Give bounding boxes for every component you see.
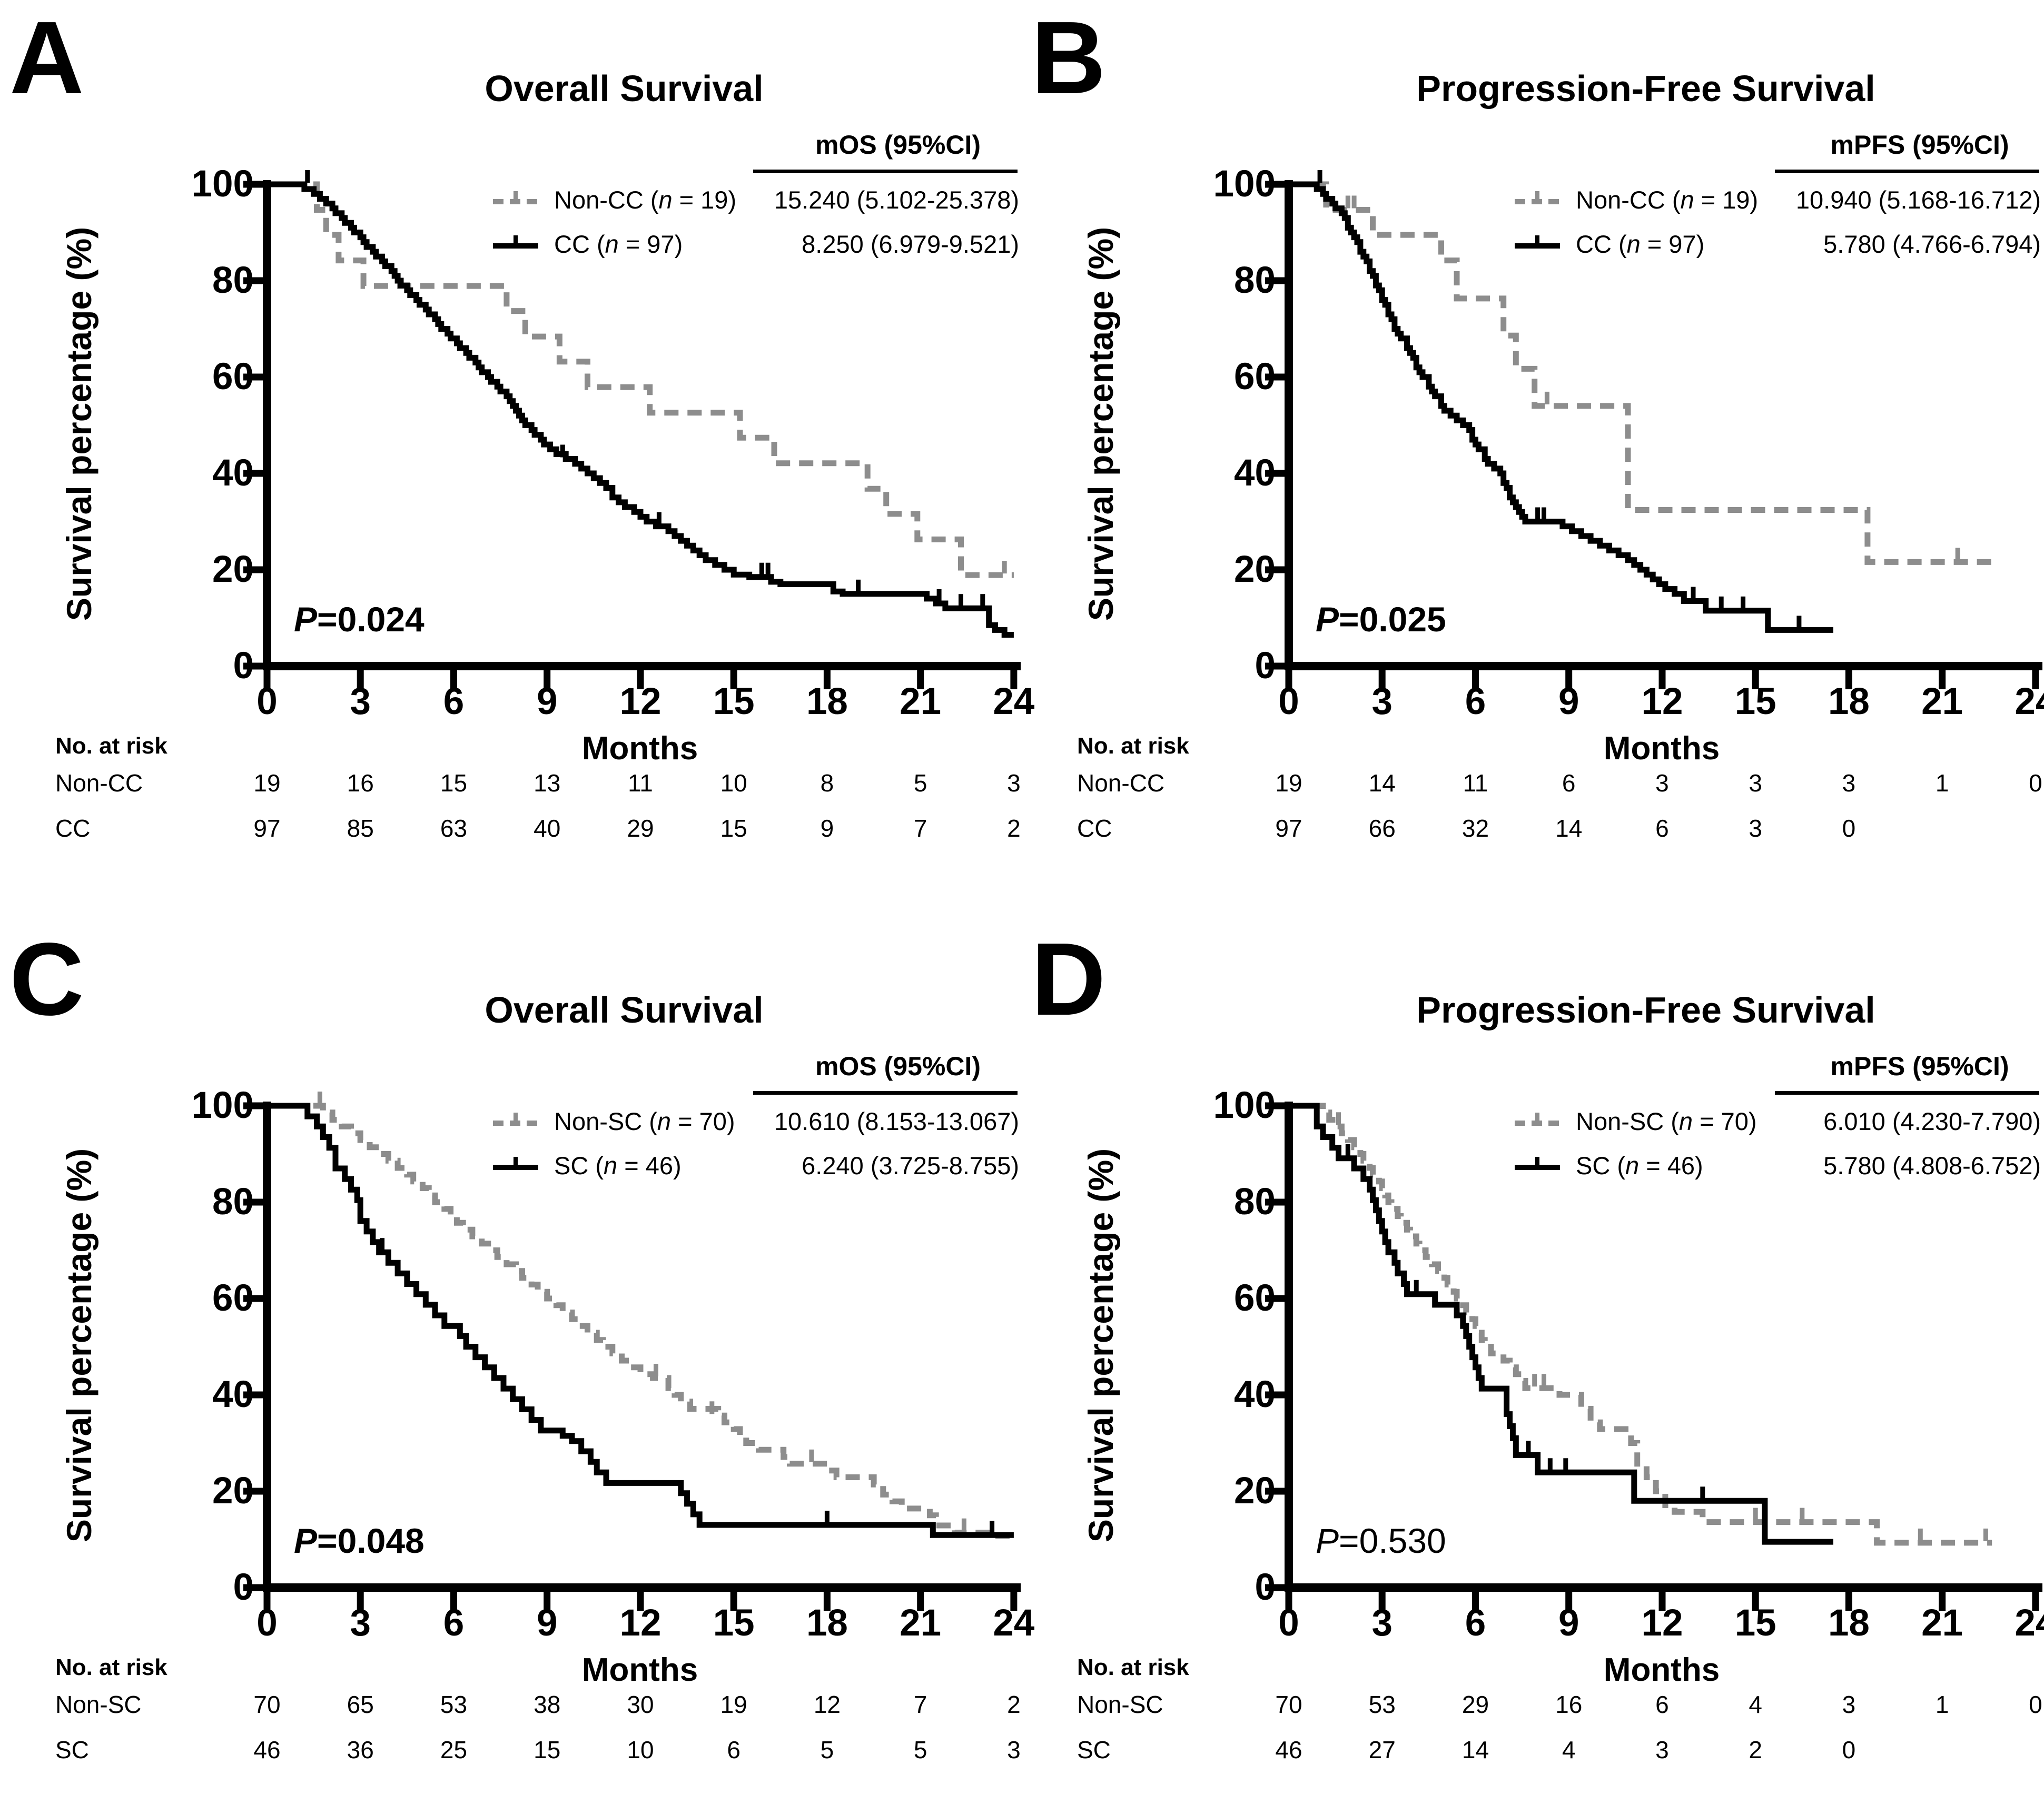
solid-line-icon	[1515, 235, 1560, 249]
legend-header: mOS (95%CI)	[815, 130, 981, 160]
panel-a: A Overall Survival Survival percentage (…	[0, 0, 1034, 893]
risk-row-label: CC	[55, 815, 91, 842]
legend-entry-value: 6.010 (4.230-7.790)	[1823, 1107, 2041, 1135]
legend-entry-value: 5.780 (4.766-6.794)	[1823, 230, 2041, 258]
risk-row-label: CC	[1077, 815, 1112, 842]
panel-c: C Overall Survival Survival percentage (…	[0, 893, 1034, 1785]
chart-title: Progression-Free Survival	[1416, 989, 1875, 1030]
axis-ticks	[1265, 1102, 2039, 1611]
legend-entry-label: Non-SC (n = 70)	[554, 1107, 735, 1135]
legend-entry-value: 8.250 (6.979-9.521)	[802, 230, 1019, 258]
risk-table-header: No. at risk	[55, 1654, 167, 1680]
legend-entry: Non-SC (n = 70) 6.010 (4.230-7.790)	[1022, 1107, 2043, 1138]
legend-entry-value: 15.240 (5.102-25.378)	[774, 186, 1019, 214]
km-curve-cc	[267, 181, 1014, 638]
legend-header: mPFS (95%CI)	[1830, 130, 2009, 160]
chart-title: Overall Survival	[485, 989, 764, 1030]
p-value: P=0.530	[1316, 1521, 1446, 1560]
chart-title: Progression-Free Survival	[1416, 68, 1875, 109]
risk-row-label: SC	[55, 1736, 89, 1763]
panel-letter: B	[1031, 0, 1106, 115]
legend-entry-label: Non-SC (n = 70)	[1576, 1107, 1757, 1135]
x-axis-label: Months	[1603, 1652, 1720, 1688]
risk-row-label: Non-CC	[1077, 769, 1165, 797]
p-value: P=0.025	[1316, 600, 1446, 639]
legend-entry: CC (n = 97) 8.250 (6.979-9.521)	[0, 230, 1022, 261]
km-curve-sc	[1289, 1103, 1833, 1545]
legend-entry: Non-CC (n = 19) 15.240 (5.102-25.378)	[0, 185, 1022, 217]
legend-entry-value: 6.240 (3.725-8.755)	[802, 1152, 1019, 1179]
x-axis-label: Months	[1603, 730, 1720, 767]
dashed-line-icon	[493, 1113, 538, 1126]
risk-table-header: No. at risk	[55, 733, 167, 759]
p-value: P=0.048	[294, 1521, 424, 1560]
risk-row-label: Non-SC	[55, 1691, 142, 1718]
legend-header: mOS (95%CI)	[815, 1052, 981, 1081]
panel-letter: D	[1031, 921, 1106, 1037]
panel-d: D Progression-Free Survival Survival per…	[1022, 893, 2044, 1785]
legend-entry: CC (n = 97) 5.780 (4.766-6.794)	[1022, 230, 2043, 261]
km-curve-non-sc	[267, 1103, 1014, 1539]
legend-entry: Non-SC (n = 70) 10.610 (8.153-13.067)	[0, 1107, 1022, 1138]
legend-entry-value: 10.610 (8.153-13.067)	[774, 1107, 1019, 1135]
p-value: P=0.024	[294, 600, 424, 639]
risk-row-label: SC	[1077, 1736, 1111, 1763]
solid-line-icon	[493, 235, 538, 249]
panel-b: B Progression-Free Survival Survival per…	[1022, 0, 2044, 893]
axis-ticks	[1265, 181, 2039, 689]
legend-entry-label: SC (n = 46)	[554, 1152, 682, 1179]
legend-entry: SC (n = 46) 5.780 (4.808-6.752)	[1022, 1151, 2043, 1183]
km-plot	[1265, 170, 2042, 689]
km-plot	[243, 170, 1021, 689]
dashed-line-icon	[493, 191, 538, 204]
km-curve-non-sc	[1289, 1103, 1992, 1546]
km-plot	[1265, 1102, 2042, 1611]
legend-entry-value: 10.940 (5.168-16.712)	[1795, 186, 2041, 214]
dashed-line-icon	[1515, 1113, 1560, 1126]
chart-title: Overall Survival	[485, 68, 764, 109]
legend-entry-label: SC (n = 46)	[1576, 1152, 1703, 1179]
panel-letter: C	[9, 921, 84, 1037]
km-curve-sc	[267, 1103, 1014, 1538]
km-curve-cc	[1289, 181, 1833, 633]
legend-entry-value: 5.780 (4.808-6.752)	[1823, 1152, 2041, 1179]
legend-entry-label: Non-CC (n = 19)	[554, 186, 737, 214]
legend-underline	[1775, 1091, 2039, 1095]
risk-row-label: Non-SC	[1077, 1691, 1163, 1718]
panel-letter: A	[9, 0, 84, 115]
dashed-line-icon	[1515, 191, 1560, 204]
axis-ticks	[243, 181, 1018, 689]
legend-entry: SC (n = 46) 6.240 (3.725-8.755)	[0, 1151, 1022, 1183]
legend-entry-label: Non-CC (n = 19)	[1576, 186, 1759, 214]
risk-table-header: No. at risk	[1077, 1654, 1189, 1680]
km-curve-non-cc	[267, 181, 1014, 578]
legend-underline	[753, 1091, 1018, 1095]
legend-underline	[1775, 170, 2039, 173]
x-axis-label: Months	[581, 730, 698, 767]
solid-line-icon	[493, 1157, 538, 1170]
legend-entry-label: CC (n = 97)	[554, 230, 683, 258]
x-axis-label: Months	[581, 1652, 698, 1688]
solid-line-icon	[1515, 1157, 1560, 1170]
legend-header: mPFS (95%CI)	[1830, 1052, 2009, 1081]
legend-entry-label: CC (n = 97)	[1576, 230, 1705, 258]
risk-table-header: No. at risk	[1077, 733, 1189, 759]
legend-entry: Non-CC (n = 19) 10.940 (5.168-16.712)	[1022, 185, 2043, 217]
risk-row-label: Non-CC	[55, 769, 143, 797]
legend-underline	[753, 170, 1018, 173]
axis-ticks	[243, 1102, 1018, 1611]
km-plot	[243, 1092, 1021, 1611]
